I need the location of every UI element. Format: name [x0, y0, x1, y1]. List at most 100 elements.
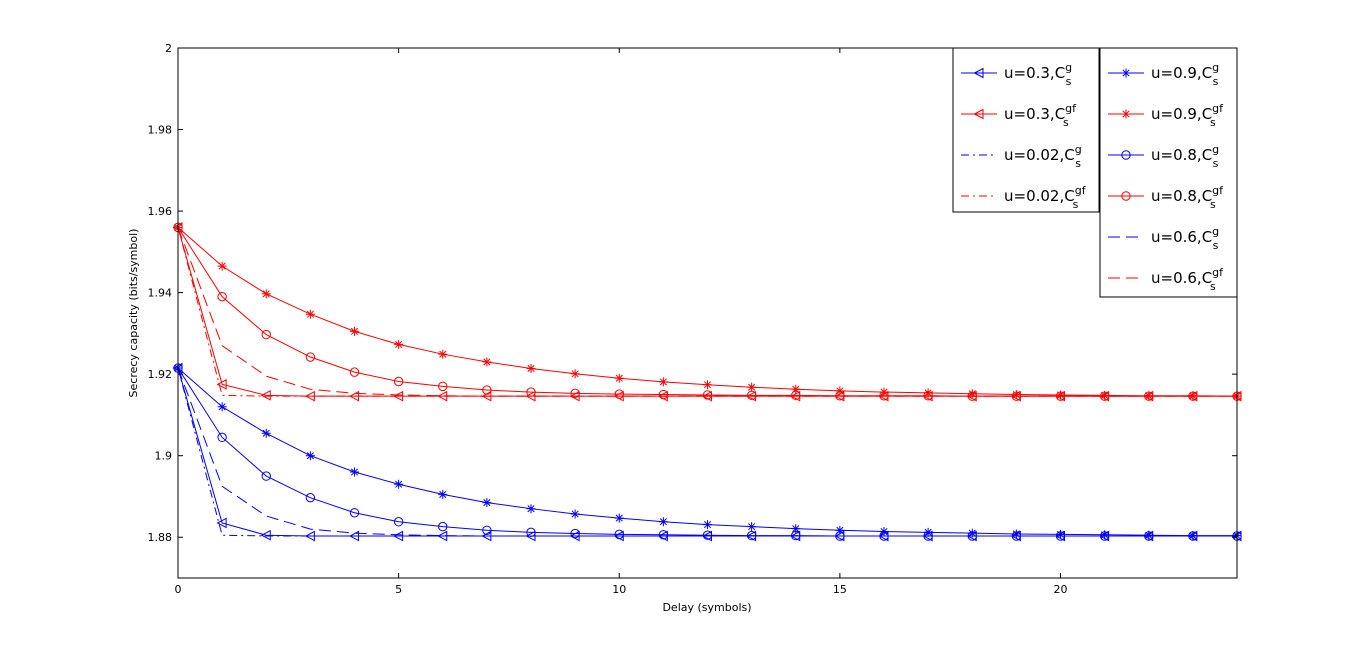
series-7-point-10	[570, 528, 580, 539]
y-tick-label-1: 1.88	[148, 531, 173, 544]
y-tick-label-3: 1.92	[148, 368, 173, 381]
series-9	[177, 367, 1237, 537]
series-8-point-8	[482, 385, 492, 395]
series-6-point-9	[526, 363, 536, 373]
series-5-point-15	[791, 524, 801, 534]
legend-entry-1: u=0.3,Cg s	[961, 61, 1072, 88]
series-5-point-4	[305, 451, 315, 461]
series-line-9	[177, 367, 1237, 537]
x-tick-label-5: 20	[1054, 583, 1068, 596]
series-line-5	[177, 367, 1237, 537]
legend-entry-10: u=0.6,Cgf s	[1108, 266, 1224, 293]
legend-box-2: u=0.9,Cg s u=0.9,Cgf s u=0.8,Cg s u=0.8,Cgf s u=…	[1099, 47, 1238, 298]
x-tick-label-3: 10	[612, 583, 626, 596]
legend-label-9: u=0.6,Cg s	[1151, 225, 1219, 252]
series-8-point-14	[746, 390, 757, 401]
series-8-point-10	[570, 388, 580, 399]
series-7-point-13	[702, 530, 713, 540]
series-8-point-5	[349, 367, 360, 377]
series-5-point-12	[658, 517, 668, 527]
legend-entry-4: u=0.02,Cgf s	[961, 184, 1087, 211]
y-tick-label-6: 1.98	[148, 124, 173, 137]
series-6-point-2	[217, 261, 227, 271]
series-6-point-16	[835, 386, 845, 396]
y-tick-label-5: 1.96	[148, 205, 173, 218]
series-8-point-15	[791, 390, 801, 401]
series-5-point-3	[261, 428, 271, 438]
series-line-6	[177, 227, 1238, 397]
series-6-point-5	[350, 326, 359, 336]
y-tick-label-2: 1.9	[155, 450, 173, 463]
legend-marker-8	[1121, 191, 1131, 201]
series-5-point-10	[570, 509, 580, 519]
legend-marker-1	[973, 67, 984, 79]
series-8-point-4	[305, 352, 316, 362]
series-5-point-13	[703, 520, 712, 530]
series-8-point-12	[658, 389, 669, 400]
legend-frame-2	[1099, 47, 1238, 298]
series-5-point-2	[217, 402, 227, 412]
series-2	[172, 222, 1242, 402]
series-8-point-6	[393, 376, 404, 387]
series-7-point-9	[526, 527, 536, 538]
legend-label-8: u=0.8,Cgf s	[1151, 184, 1224, 211]
series-6-point-13	[703, 380, 712, 390]
series-6	[173, 222, 1242, 401]
legend-marker-2	[973, 108, 984, 120]
series-6-point-17	[879, 387, 889, 397]
series-5-point-7	[438, 489, 448, 499]
series-6-point-8	[482, 357, 492, 367]
legend-label-7: u=0.8,Cg s	[1151, 143, 1219, 170]
series-8-point-9	[526, 387, 536, 397]
series-6-point-4	[305, 309, 315, 319]
x-tick-label-4: 15	[833, 583, 847, 596]
series-8-point-7	[438, 381, 448, 392]
series-4	[177, 227, 1237, 397]
series-6-point-10	[570, 369, 580, 379]
series-7-point-4	[305, 492, 316, 503]
legend-frame-1	[952, 47, 1100, 213]
series-5-point-21	[1056, 529, 1065, 539]
series-8-point-13	[702, 390, 713, 400]
series-1	[172, 362, 1242, 542]
series-2-point-3	[260, 390, 271, 401]
series-2-point-2	[216, 379, 227, 390]
series-7-point-2	[217, 432, 227, 443]
legend-box-1: u=0.3,Cg s u=0.3,Cgf s u=0.02,Cg s u=0.02,Cgf s	[952, 47, 1100, 213]
series-5-point-11	[614, 513, 624, 523]
series-line-2	[177, 227, 1237, 397]
legend-marker-6	[1121, 109, 1131, 119]
legend-entry-7: u=0.8,Cg s	[1108, 143, 1219, 170]
legend-label-5: u=0.9,Cg s	[1151, 61, 1219, 88]
series-5-point-8	[482, 498, 492, 508]
series-7-point-8	[482, 525, 492, 535]
legend-marker-5	[1121, 68, 1131, 78]
series-7-point-7	[438, 521, 448, 532]
x-tick-label-1: 0	[175, 583, 182, 596]
series-line-8	[177, 227, 1237, 397]
legend-label-10: u=0.6,Cgf s	[1151, 266, 1224, 293]
series-5-point-9	[526, 504, 536, 514]
series-5	[173, 363, 1242, 541]
series-8	[173, 222, 1242, 401]
plot-area	[172, 222, 1242, 542]
series-8-point-3	[261, 329, 271, 340]
series-6-point-12	[658, 377, 668, 387]
legend-label-4: u=0.02,Cgf s	[1004, 184, 1087, 211]
axes: 0 5 10 15 20 1.88 1.9 1.92 1.94 1.96 1.98 2	[148, 42, 1238, 596]
legend-entry-2: u=0.3,Cgf s	[961, 102, 1077, 129]
x-tick-label-2: 5	[395, 583, 402, 596]
series-1-point-3	[260, 529, 271, 541]
series-6-point-7	[438, 349, 448, 359]
legend-entry-3: u=0.02,Cg s	[961, 143, 1082, 170]
series-5-point-18	[923, 527, 933, 537]
series-6-point-6	[394, 339, 404, 349]
legend-marker-7	[1121, 150, 1131, 160]
y-axis-label: Secrecy capacity (bits/symbol)	[127, 229, 140, 398]
y-tick-label-4: 1.94	[148, 287, 173, 300]
series-line-10	[177, 227, 1237, 397]
series-5-point-14	[747, 522, 757, 532]
legend-entry-6: u=0.9,Cgf s	[1108, 102, 1224, 129]
series-1-point-2	[216, 517, 227, 529]
